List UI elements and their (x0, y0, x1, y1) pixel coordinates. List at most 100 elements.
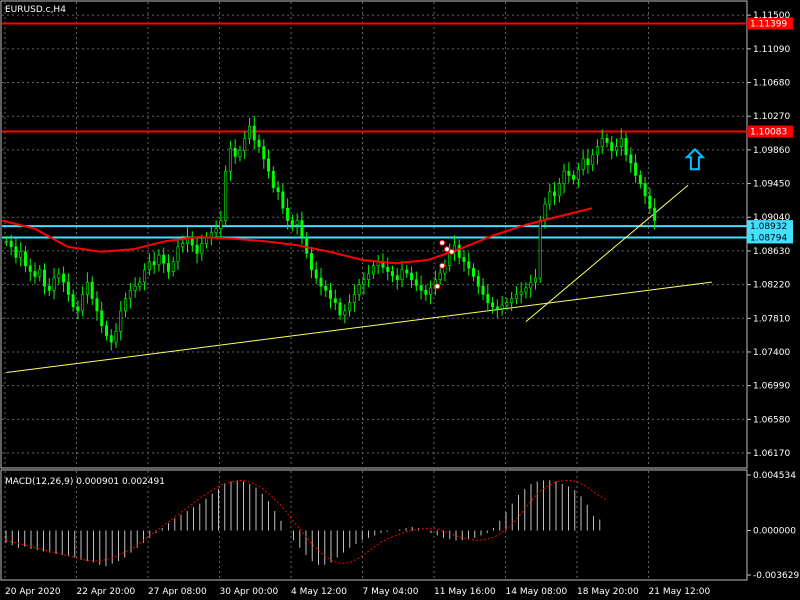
candle-body (462, 257, 466, 262)
candle-body (257, 139, 261, 147)
candle-body (533, 277, 537, 283)
candle-body (510, 298, 514, 303)
candle-body (128, 290, 132, 299)
macd-tick-label: -0.003629 (753, 571, 799, 581)
time-axis: 20 Apr 2020 22 Apr 20:00 27 Apr 08:00 30 Ap… (5, 587, 710, 597)
candle-body (314, 269, 318, 279)
candle-body (152, 261, 156, 266)
candle-body (519, 291, 523, 295)
price-tick-label: 1.07400 (753, 348, 790, 358)
candle-body (305, 236, 309, 254)
candle-body (514, 294, 518, 299)
candle-body (14, 246, 18, 258)
price-line-label: 1.10083 (750, 128, 787, 138)
ma-line (1, 207, 593, 265)
time-tick-label: 21 May 12:00 (649, 587, 711, 597)
candle-body (524, 287, 528, 293)
candle-body (238, 150, 242, 157)
candle-body (362, 279, 366, 285)
candle-body (233, 147, 237, 157)
candle-body (252, 125, 256, 141)
trade-marker (439, 262, 446, 269)
candle-body (405, 269, 409, 274)
candle-body (47, 285, 51, 291)
time-tick-label: 11 May 16:00 (434, 587, 496, 597)
candle-body (109, 335, 113, 343)
buy-arrow-icon (684, 147, 706, 171)
candle-body (348, 302, 352, 312)
candle-body (548, 191, 552, 205)
candle-body (267, 158, 271, 172)
candle-body (629, 154, 633, 164)
candle-body (300, 220, 304, 238)
candle-body (352, 294, 356, 303)
trade-marker (434, 283, 441, 290)
candle-body (76, 306, 80, 312)
candle-body (357, 284, 361, 295)
candle-body (495, 306, 499, 309)
candle-body (429, 287, 433, 295)
price-tick-label: 1.11500 (753, 11, 790, 21)
macd-tick-label: 0.004534 (753, 471, 796, 481)
macd-indicator: 0.004534 0.000000 -0.003629 (5, 471, 799, 581)
candles (4, 116, 657, 351)
candle-body (171, 261, 175, 272)
candle-body (615, 146, 619, 152)
candle-body (276, 187, 280, 193)
candle-body (195, 244, 199, 254)
candle-body (181, 243, 185, 248)
candle-body (324, 285, 328, 291)
price-tick-label: 1.06990 (753, 382, 790, 392)
candle-body (243, 138, 247, 152)
price-line-tag (747, 17, 793, 30)
time-tick-label: 30 Apr 00:00 (220, 587, 279, 597)
candle-body (610, 142, 614, 152)
candle-body (567, 170, 571, 176)
candle-body (219, 220, 223, 230)
candle-body (419, 285, 423, 291)
price-tick-label: 1.10680 (753, 79, 790, 89)
candle-body (271, 170, 275, 188)
candle-body (104, 325, 108, 336)
price-tick-label: 1.09450 (753, 180, 790, 190)
candle-body (38, 269, 42, 277)
macd-signal-line (5, 479, 607, 565)
candle-body (390, 271, 394, 276)
candle-body (114, 331, 118, 343)
time-tick-label: 7 May 04:00 (363, 587, 419, 597)
candle-body (262, 146, 266, 160)
candle-body (247, 125, 251, 139)
candle-body (228, 147, 232, 172)
candle-body (214, 228, 218, 234)
candle-body (52, 277, 56, 291)
time-tick-label: 4 May 12:00 (291, 587, 347, 597)
candle-body (162, 254, 166, 264)
time-tick-label: 14 May 08:00 (506, 587, 568, 597)
price-tick-label: 1.11090 (753, 45, 790, 55)
candle-body (28, 265, 32, 272)
price-tick-label: 1.06580 (753, 415, 790, 425)
candle-body (576, 169, 580, 180)
candle-body (634, 162, 638, 176)
candle-body (543, 203, 547, 221)
candle-body (343, 310, 347, 316)
candle-body (424, 290, 428, 295)
macd-title: MACD(12,26,9) 0.000901 0.002491 (5, 477, 165, 487)
price-line-label: 1.08932 (750, 222, 787, 232)
price-line-tag (747, 220, 793, 233)
time-tick-label: 18 May 20:00 (577, 587, 639, 597)
candle-body (505, 302, 509, 306)
candle-body (95, 298, 99, 312)
candle-body (157, 254, 161, 266)
time-tick-label: 22 Apr 20:00 (77, 587, 136, 597)
time-tick-label: 27 Apr 08:00 (148, 587, 207, 597)
candle-body (400, 269, 404, 280)
candle-body (605, 138, 609, 143)
candle-body (595, 146, 599, 156)
candle-body (648, 195, 652, 209)
candle-body (371, 265, 375, 275)
moving-average (1, 207, 593, 265)
trendline (6, 281, 712, 374)
